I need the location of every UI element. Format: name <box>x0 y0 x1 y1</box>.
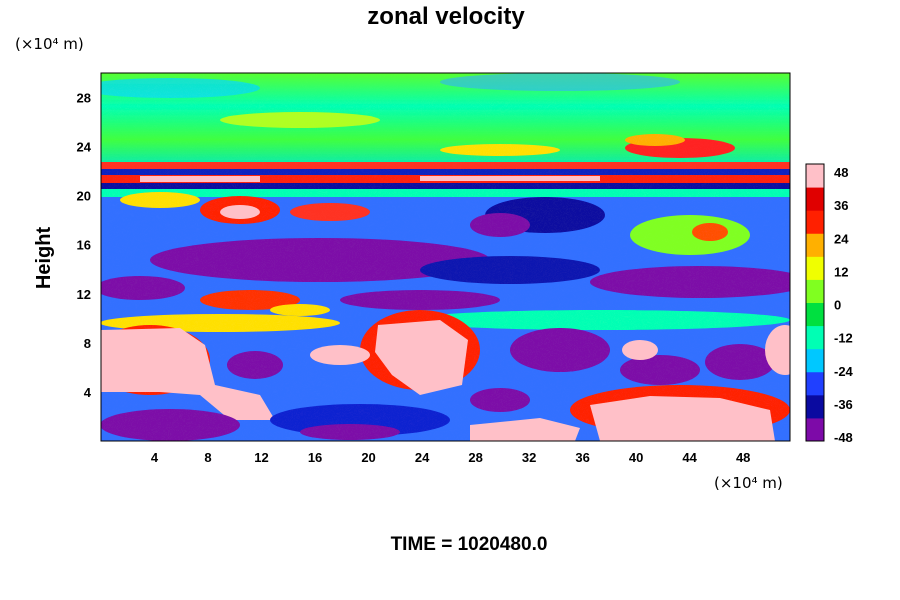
x-tick-label: 16 <box>308 450 322 465</box>
x-tick-label: 4 <box>151 450 159 465</box>
x-tick-label: 48 <box>736 450 750 465</box>
colorbar-tick-label: 48 <box>834 165 848 180</box>
colorbar-swatch <box>806 394 824 419</box>
y-tick-label: 24 <box>77 140 92 155</box>
y-tick-label: 20 <box>77 189 91 204</box>
x-tick-label: 24 <box>415 450 430 465</box>
y-tick-label: 16 <box>77 238 91 253</box>
x-tick-label: 8 <box>204 450 211 465</box>
x-tick-label: 40 <box>629 450 643 465</box>
colorbar: -48 -36 -24 -12 0 12 24 36 48 <box>805 163 854 445</box>
colorbar-tick-label: -48 <box>834 430 853 445</box>
y-tick-label: 12 <box>77 287 91 302</box>
x-axis-ticks: 4 8 12 16 20 24 28 32 36 40 44 48 <box>151 450 751 465</box>
time-label: TIME = 1020480.0 <box>391 534 548 555</box>
colorbar-tick-label: -12 <box>834 331 853 346</box>
y-tick-label: 8 <box>84 336 91 351</box>
colorbar-swatch <box>806 417 824 442</box>
y-axis-unit: (×10⁴ m) <box>15 35 84 53</box>
colorbar-tick-label: -36 <box>834 397 853 412</box>
colorbar-swatch <box>806 187 824 211</box>
colorbar-swatch <box>806 164 824 188</box>
colorbar-tick-label: 24 <box>834 231 849 246</box>
y-tick-label: 28 <box>77 91 91 106</box>
colorbar-swatch <box>806 302 824 327</box>
colorbar-swatch <box>806 256 824 280</box>
colorbar-tick-label: -24 <box>834 364 854 379</box>
x-tick-label: 20 <box>361 450 375 465</box>
x-tick-label: 28 <box>468 450 482 465</box>
x-tick-label: 32 <box>522 450 536 465</box>
colorbar-swatch <box>806 348 824 373</box>
colorbar-tick-label: 0 <box>834 298 841 313</box>
colorbar-swatch <box>806 371 824 396</box>
colorbar-swatch <box>806 233 824 257</box>
colorbar-swatch <box>806 279 824 303</box>
y-axis-ticks: 4 8 12 16 20 24 28 <box>77 91 92 400</box>
heatmap-field <box>101 73 790 441</box>
x-tick-label: 36 <box>575 450 589 465</box>
colorbar-tick-label: 36 <box>834 198 848 213</box>
x-tick-label: 12 <box>254 450 268 465</box>
chart-title: zonal velocity <box>367 3 525 30</box>
x-tick-label: 44 <box>682 450 697 465</box>
y-axis-label: Height <box>33 227 55 290</box>
plot-frame <box>100 72 791 442</box>
colorbar-tick-label: 12 <box>834 264 848 279</box>
colorbar-swatch <box>806 210 824 234</box>
colorbar-swatch <box>806 325 824 350</box>
x-axis-unit: (×10⁴ m) <box>714 474 783 492</box>
colorbar-frame <box>805 163 825 442</box>
y-tick-label: 4 <box>84 385 92 400</box>
